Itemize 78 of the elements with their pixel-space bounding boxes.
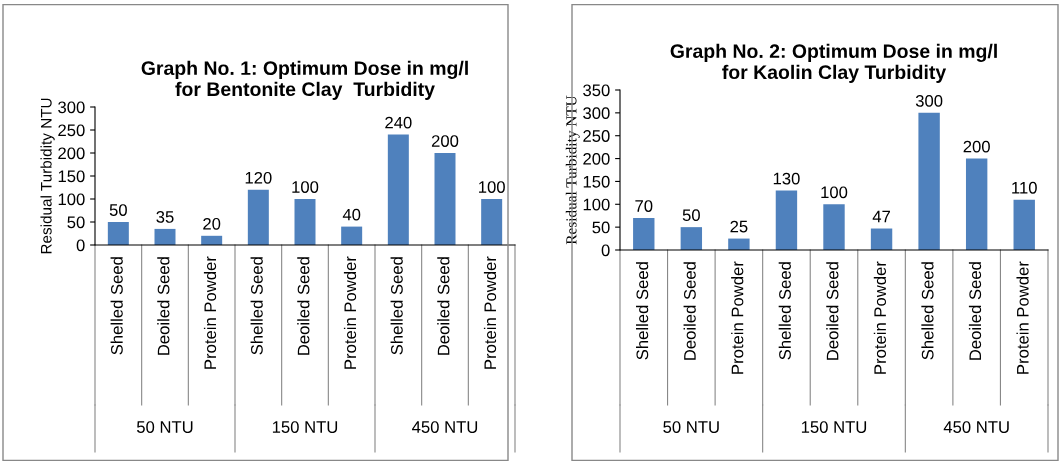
bar	[918, 112, 940, 250]
bar	[1013, 199, 1035, 250]
x-tick-label: Protein Powder	[343, 256, 357, 369]
data-label: 35	[156, 211, 174, 223]
x-tick-label: Shelled Seed	[921, 262, 934, 360]
y-tick-label: 50	[67, 216, 85, 229]
bar	[728, 238, 750, 250]
x-tick-label: Shelled Seed	[110, 257, 123, 355]
y-tick-label: 300	[583, 107, 610, 120]
y-tick-label: 0	[601, 244, 610, 257]
y-tick-label: 250	[58, 124, 85, 137]
y-tick-label: 350	[583, 84, 610, 97]
bar	[154, 228, 176, 245]
data-label: 25	[730, 220, 748, 233]
y-tick-label: 50	[592, 221, 610, 234]
bar	[341, 226, 363, 245]
x-tick-label: Deoiled Seed	[157, 257, 170, 355]
y-tick-label: 200	[58, 147, 85, 160]
y-tick-label: 150	[58, 170, 85, 183]
y-tick-label: 100	[583, 198, 610, 211]
text: 450 NTU	[412, 421, 478, 433]
bar	[633, 218, 655, 250]
y-axis-title: Residual Turbidity NTU	[40, 98, 55, 254]
x-tick-label: Shelled Seed	[636, 262, 649, 360]
x-tick-label: Shelled Seed	[250, 257, 263, 355]
y-tick-label: 250	[583, 130, 610, 142]
bar	[870, 228, 893, 250]
data-label: 50	[109, 204, 127, 216]
data-label: 240	[385, 116, 412, 129]
data-label: 47	[872, 210, 890, 223]
data-label: 50	[682, 209, 700, 222]
bar	[775, 190, 798, 250]
x-tick-label: Shelled Seed	[390, 257, 403, 355]
text: 150 NTU	[272, 421, 338, 433]
x-tick-label: Deoiled Seed	[826, 262, 839, 360]
bar	[107, 222, 129, 245]
data-label: 100	[479, 181, 505, 193]
bar	[387, 134, 409, 245]
text: 50 NTU	[136, 421, 193, 433]
y-tick-label: 200	[583, 152, 610, 165]
data-label: 300	[915, 94, 943, 107]
text: 150 NTU	[801, 421, 867, 433]
data-label: 100	[292, 181, 319, 193]
data-label: 130	[773, 172, 800, 185]
bar	[247, 189, 269, 245]
data-label: 40	[342, 208, 361, 221]
bar	[680, 227, 703, 250]
x-tick-label: Protein Powder	[203, 256, 217, 369]
x-tick-label: Shelled Seed	[778, 262, 791, 360]
x-tick-label: Protein Powder	[731, 261, 744, 374]
data-label: 110	[1012, 181, 1037, 194]
x-tick-label: Deoiled Seed	[968, 262, 982, 360]
data-label: 120	[245, 171, 272, 184]
x-tick-label: Deoiled Seed	[297, 257, 310, 355]
y-tick-label: 0	[76, 239, 85, 252]
x-tick-label: Deoiled Seed	[437, 257, 450, 355]
y-tick-label: 100	[58, 193, 85, 206]
bar	[965, 158, 988, 250]
bar	[434, 153, 456, 245]
bar	[294, 199, 316, 245]
data-label: 20	[203, 217, 221, 230]
data-label: 200	[963, 140, 990, 153]
y-axis-title: Residual Turbidity NTU	[565, 95, 580, 245]
chart-title: Graph No. 2: Optimum Dose in mg/l for Kaolin Clay Turbidity	[670, 43, 997, 83]
chart-title: Graph No. 1: Optimum Dose in mg/l for Bentonite Clay Turbidity	[141, 60, 468, 100]
data-label: 70	[635, 200, 653, 212]
text: 50 NTU	[663, 421, 719, 433]
data-label: 100	[821, 186, 848, 199]
bar	[481, 199, 503, 245]
x-tick-label: Deoiled Seed	[683, 262, 696, 360]
data-label: 200	[431, 135, 459, 147]
x-tick-label: Protein Powder	[1016, 261, 1029, 374]
y-tick-label: 300	[58, 101, 85, 114]
text: 450 NTU	[943, 421, 1009, 433]
x-tick-label: Protein Powder	[873, 261, 887, 374]
bar	[823, 204, 845, 250]
y-tick-label: 150	[583, 175, 610, 188]
x-tick-label: Protein Powder	[483, 256, 497, 369]
